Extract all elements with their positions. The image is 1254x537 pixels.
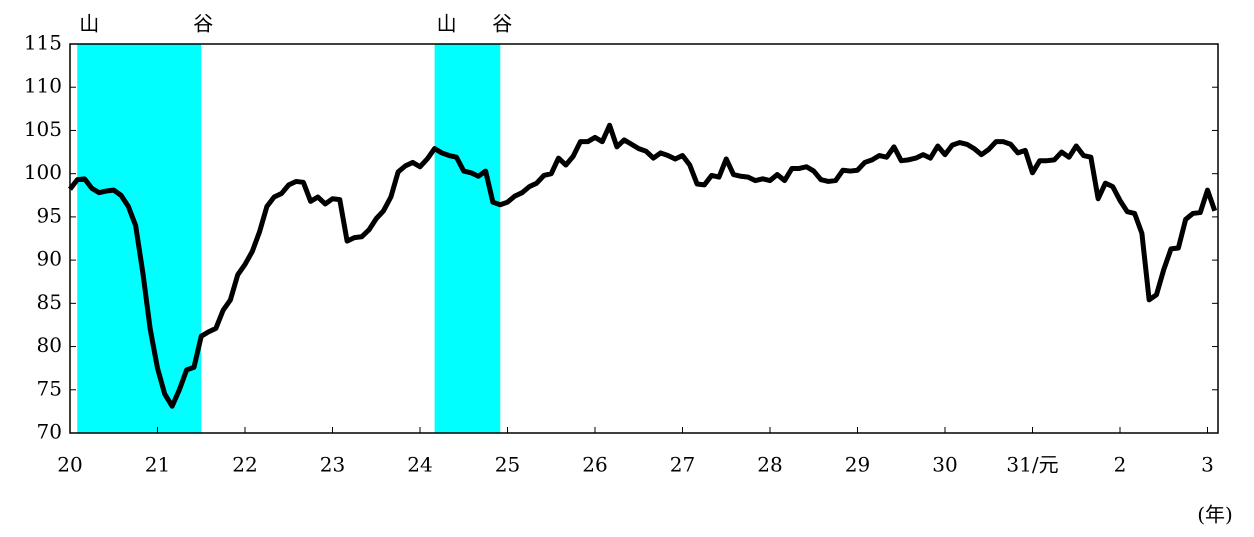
trough-label: 谷: [492, 12, 512, 36]
peak-label: 山: [79, 12, 99, 36]
x-tick-label: 3: [1201, 453, 1214, 477]
data-line: [68, 122, 1218, 409]
x-tick-label: 26: [582, 453, 607, 477]
x-tick-label: 29: [845, 453, 870, 477]
x-unit-label: (年): [1197, 503, 1233, 527]
plot-frame: [69, 43, 1219, 434]
y-tick-label: 85: [37, 290, 62, 314]
y-tick-label: 100: [24, 160, 62, 184]
y-tick-label: 95: [37, 203, 62, 227]
y-tick-label: 75: [37, 376, 62, 400]
y-tick-label: 80: [37, 333, 62, 357]
x-tick-label: 2: [1114, 453, 1127, 477]
x-tick-label: 22: [232, 453, 257, 477]
y-tick-label: 115: [24, 31, 62, 55]
peak-label: 山: [437, 12, 457, 36]
y-tick-label: 105: [24, 117, 62, 141]
y-tick-label: 110: [24, 74, 62, 98]
trough-label: 谷: [193, 12, 213, 36]
y-tick-label: 90: [37, 247, 62, 271]
x-tick-label: 27: [670, 453, 695, 477]
x-tick-label: 21: [145, 453, 170, 477]
x-tick-label: 23: [320, 453, 345, 477]
x-tick-label: 30: [932, 453, 957, 477]
x-tick-label: 31/元: [1006, 453, 1058, 477]
shaded-period: [434, 44, 501, 433]
x-tick-label: 20: [57, 453, 82, 477]
x-tick-label: 24: [407, 453, 432, 477]
x-tick-label: 25: [495, 453, 520, 477]
y-tick-label: 70: [37, 420, 62, 444]
x-tick-label: 28: [757, 453, 782, 477]
